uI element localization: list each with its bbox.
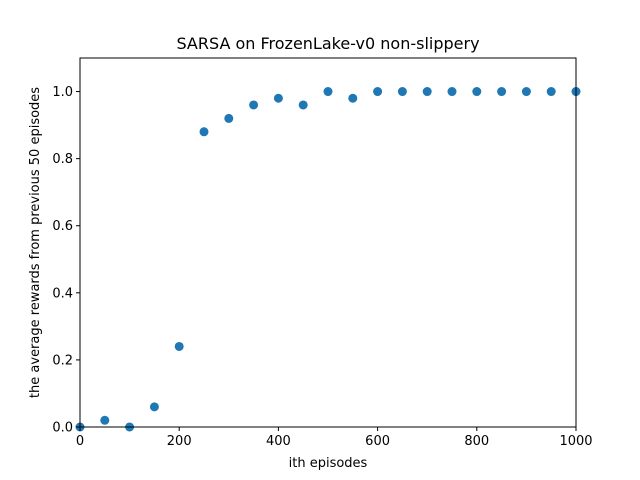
data-point <box>397 87 407 97</box>
data-point <box>546 87 556 97</box>
data-point <box>100 415 110 425</box>
chart-title: SARSA on FrozenLake-v0 non-slippery <box>176 34 479 53</box>
data-points <box>75 87 581 432</box>
y-tick-label: 0.0 <box>52 421 73 436</box>
x-tick-label: 200 <box>167 434 192 449</box>
y-tick-label: 1.0 <box>52 85 73 100</box>
data-point <box>199 127 209 137</box>
y-tick-label: 0.2 <box>52 353 73 368</box>
x-axis-label: ith episodes <box>289 456 368 471</box>
data-point <box>174 341 184 351</box>
data-point <box>472 87 482 97</box>
x-tick-label: 0 <box>76 434 84 449</box>
x-axis-ticks: 0 200 400 600 800 1000 <box>76 427 593 449</box>
data-point <box>348 93 358 103</box>
data-point <box>422 87 432 97</box>
y-tick-label: 0.8 <box>52 152 73 167</box>
x-tick-label: 1000 <box>559 434 592 449</box>
y-axis-ticks: 0.0 0.2 0.4 0.6 0.8 1.0 <box>52 85 80 436</box>
x-tick-label: 400 <box>266 434 291 449</box>
y-tick-label: 0.6 <box>52 219 73 234</box>
data-point <box>298 100 308 110</box>
data-point <box>323 87 333 97</box>
data-point <box>149 402 159 412</box>
data-point <box>373 87 383 97</box>
data-point <box>224 113 234 123</box>
data-point <box>273 93 283 103</box>
x-tick-label: 800 <box>464 434 489 449</box>
y-axis-label: the average rewards from previous 50 epi… <box>28 87 43 398</box>
plot-frame <box>79 57 577 428</box>
data-point <box>249 100 259 110</box>
data-point <box>447 87 457 97</box>
data-point <box>521 87 531 97</box>
x-tick-label: 600 <box>365 434 390 449</box>
data-point <box>497 87 507 97</box>
y-tick-label: 0.4 <box>52 286 73 301</box>
plot-area: 0 200 400 600 800 1000 0.0 0.2 0.4 0.6 0.8 1.0 <box>52 57 593 449</box>
